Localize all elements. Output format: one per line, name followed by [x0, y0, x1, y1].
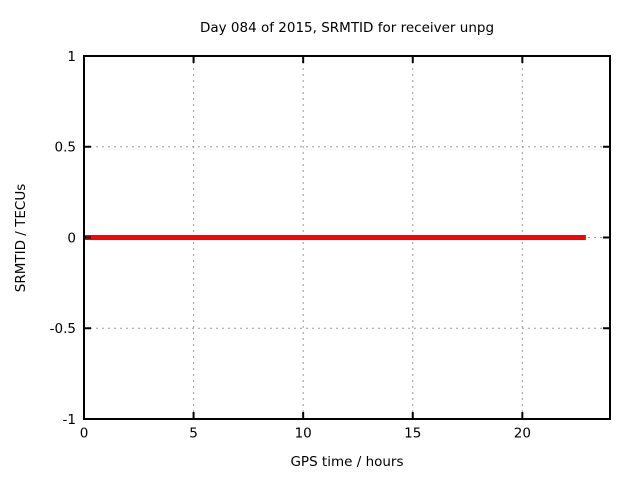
y-tick-label: -1 — [63, 412, 76, 428]
x-tick-label: 15 — [404, 426, 421, 442]
y-tick-label: 1 — [67, 49, 76, 65]
y-tick-label: 0.5 — [55, 140, 76, 156]
x-tick-label: 20 — [514, 426, 531, 442]
x-tick-label: 10 — [295, 426, 312, 442]
y-tick-label: -0.5 — [50, 321, 76, 337]
y-tick-label: 0 — [67, 230, 76, 246]
x-tick-label: 0 — [80, 426, 89, 442]
chart-title: Day 084 of 2015, SRMTID for receiver unp… — [199, 20, 495, 36]
x-axis-label: GPS time / hours — [290, 454, 404, 470]
x-tick-label: 5 — [189, 426, 198, 442]
